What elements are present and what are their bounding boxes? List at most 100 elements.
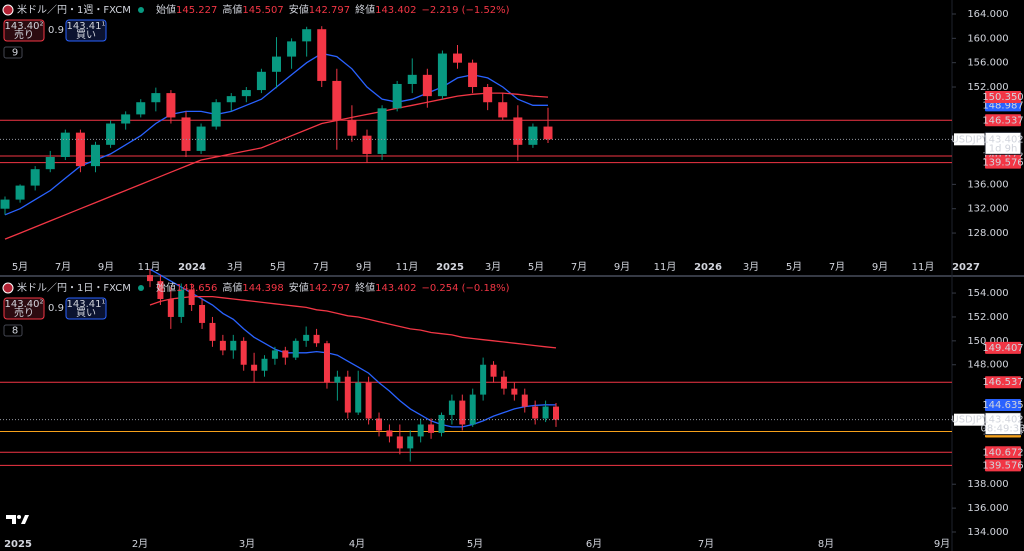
x-tick-label: 3月 <box>485 261 501 273</box>
logo-part <box>21 515 29 524</box>
candle-body <box>199 305 206 323</box>
candle-body <box>483 87 493 103</box>
price-label: 143.402 <box>982 415 1023 426</box>
y-tick-label: 164.000 <box>967 9 1008 20</box>
level-badge-label: 139.576 <box>982 158 1023 169</box>
candle-body <box>166 93 176 118</box>
candle-body <box>230 340 237 351</box>
candle-body <box>407 436 414 449</box>
x-tick-label: 5月 <box>786 261 802 273</box>
y-tick-label: 154.000 <box>967 288 1008 299</box>
y-tick-label: 132.000 <box>967 204 1008 215</box>
candle-body <box>151 93 161 103</box>
candle-body <box>136 102 146 115</box>
x-tick-label: 7月 <box>571 261 587 273</box>
candle-body <box>106 123 116 145</box>
y-tick-label: 160.000 <box>967 33 1008 44</box>
ohlc-label: 終値 <box>355 281 375 294</box>
x-tick-label: 3月 <box>743 261 759 273</box>
candle-body <box>453 53 462 63</box>
ohlc-change: −2.219 (−1.52%) <box>421 5 509 16</box>
x-tick-label: 9月 <box>872 261 888 273</box>
spread: 0.9 <box>48 303 64 314</box>
candle-body <box>347 120 357 136</box>
x-tick-label: 2027 <box>952 262 980 273</box>
x-tick-label: 2024 <box>178 262 206 273</box>
ohlc-value: 142.797 <box>309 283 350 294</box>
candle-body <box>480 364 487 395</box>
sell-price: 143.40² <box>5 299 44 310</box>
level-badge <box>985 446 1021 459</box>
x-tick-label: 11月 <box>654 261 677 273</box>
level-badge-label: 140.672 <box>982 447 1023 458</box>
x-tick-label: 9月 <box>356 261 372 273</box>
x-tick-label: 2026 <box>694 262 722 273</box>
price-label: 143.402 <box>982 134 1023 145</box>
x-tick-label: 7月 <box>698 538 714 550</box>
indicator-count: 8 <box>12 326 18 337</box>
x-tick-label: 7月 <box>313 261 329 273</box>
candle-body <box>528 126 538 145</box>
level-badge-label: 146.537 <box>982 115 1023 126</box>
x-tick-label: 9月 <box>934 538 950 550</box>
status-dot <box>138 285 144 291</box>
candle-body <box>355 382 362 413</box>
candle-body <box>317 29 327 81</box>
x-tick-label: 3月 <box>227 261 243 273</box>
x-tick-label: 7月 <box>829 261 845 273</box>
candle-body <box>45 156 55 170</box>
y-tick-label: 152.000 <box>967 82 1008 93</box>
candle-body <box>121 114 131 124</box>
candle-body <box>334 376 341 383</box>
symbol-badge <box>954 413 985 426</box>
candle-body <box>196 126 206 151</box>
buy-price: 143.41¹ <box>67 299 106 310</box>
ohlc-value: 145.507 <box>242 5 283 16</box>
candle-body <box>542 406 549 419</box>
ohlc-label: 高値 <box>222 3 242 16</box>
candle-body <box>147 275 153 282</box>
symbol-title: 米ドル／円・1日・FXCM <box>17 281 131 294</box>
logo-part <box>6 515 16 524</box>
candle-body <box>303 334 310 341</box>
x-tick-label: 7月 <box>55 261 71 273</box>
candle-body <box>396 436 403 449</box>
x-tick-label: 11月 <box>138 261 161 273</box>
sell-label: 売り <box>14 306 34 319</box>
level-badge <box>985 376 1021 389</box>
level-badge-label: 139.576 <box>982 460 1023 471</box>
level-badge <box>985 459 1021 472</box>
x-tick-label: 4月 <box>349 538 365 550</box>
candle-body <box>178 289 185 317</box>
candle-body <box>498 102 508 118</box>
candle-body <box>0 199 10 209</box>
level-badge <box>985 114 1021 127</box>
ohlc-value: 144.398 <box>242 283 283 294</box>
candle-body <box>292 340 299 358</box>
candle-body <box>241 90 251 97</box>
candle-body <box>91 144 100 167</box>
ohlc-label: 終値 <box>355 3 375 16</box>
ma-badge-label: 148.987 <box>982 100 1023 111</box>
candle-body <box>256 71 266 91</box>
candle-body <box>332 80 342 121</box>
candle-body <box>513 117 523 145</box>
level-badge-label: 140.672 <box>982 151 1023 162</box>
x-tick-label: 11月 <box>912 261 935 273</box>
candle-body <box>459 400 466 425</box>
candle-body <box>188 289 195 306</box>
candle-body <box>428 424 435 433</box>
candle-body <box>511 388 518 395</box>
candle-body <box>60 132 70 157</box>
candle-body <box>287 41 297 57</box>
x-tick-label: 5月 <box>528 261 544 273</box>
candle-body <box>226 96 236 103</box>
buy-label: 買い <box>76 29 96 41</box>
sell-button <box>3 297 45 320</box>
y-tick-label: 128.000 <box>967 228 1008 239</box>
candle-body <box>500 376 507 389</box>
x-tick-label: 8月 <box>818 538 834 550</box>
candle-body <box>240 340 247 365</box>
candle-body <box>438 414 445 433</box>
y-tick-label: 134.000 <box>967 527 1008 538</box>
